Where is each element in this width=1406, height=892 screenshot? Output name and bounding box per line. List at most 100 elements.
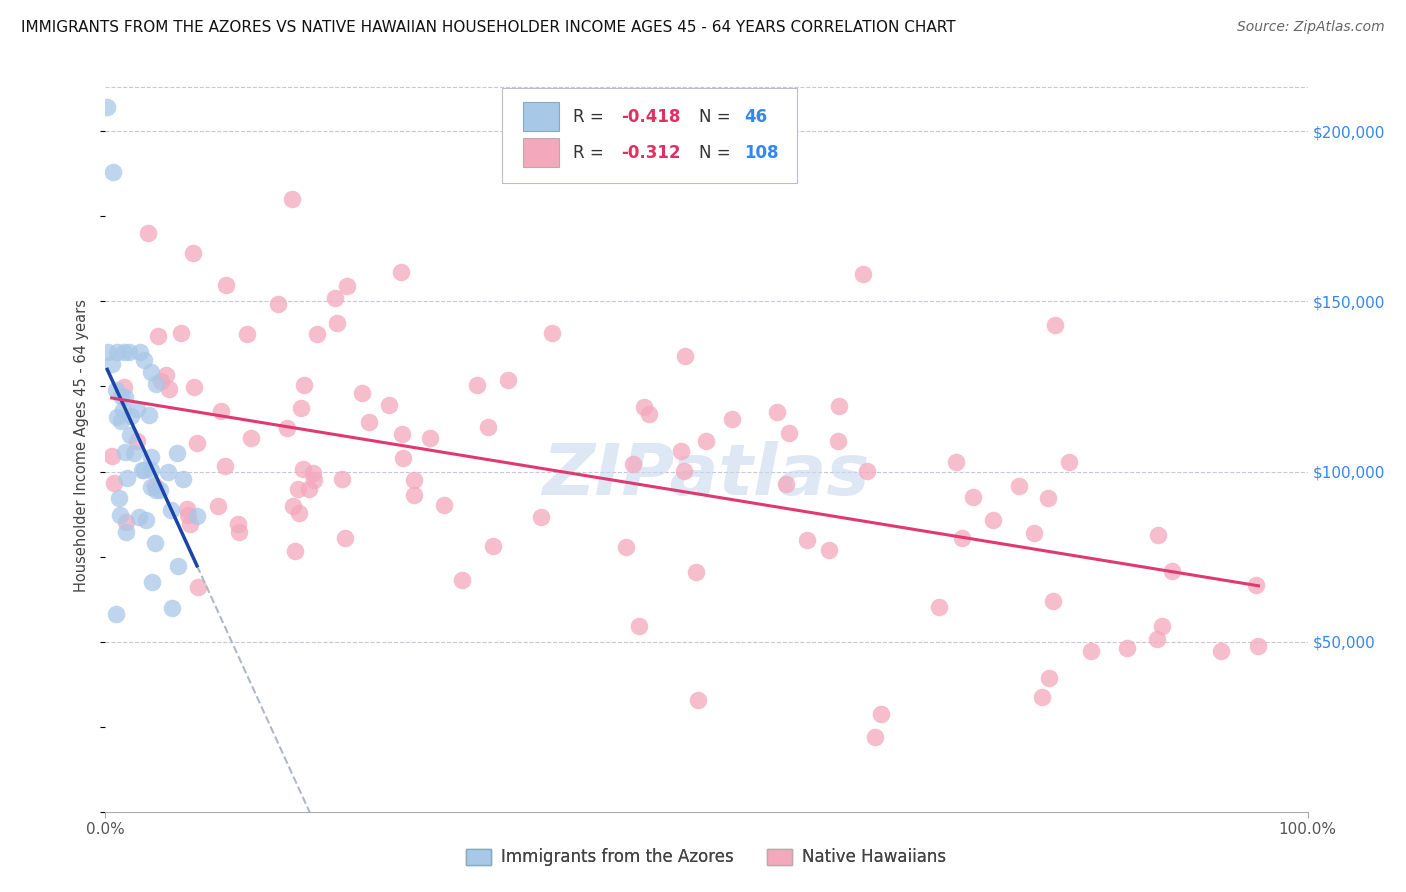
Point	[150, 374, 173, 388]
Point	[228, 524, 250, 539]
Point	[157, 382, 180, 396]
Point	[298, 483, 321, 497]
Point	[336, 278, 359, 293]
Point	[281, 192, 304, 206]
Point	[125, 402, 148, 417]
Point	[766, 405, 789, 419]
Point	[481, 539, 503, 553]
Point	[105, 607, 128, 622]
Point	[207, 499, 229, 513]
Point	[465, 377, 488, 392]
Text: ZIPatlas: ZIPatlas	[543, 441, 870, 509]
Text: N =: N =	[699, 108, 737, 126]
Point	[945, 454, 967, 468]
Point	[450, 574, 472, 588]
Point	[145, 376, 167, 391]
Text: Source: ZipAtlas.com: Source: ZipAtlas.com	[1237, 20, 1385, 34]
Point	[114, 390, 136, 404]
Point	[96, 101, 118, 115]
Y-axis label: Householder Income Ages 45 - 64 years: Householder Income Ages 45 - 64 years	[75, 300, 90, 592]
Point	[172, 472, 194, 486]
Point	[136, 227, 159, 241]
Point	[1161, 564, 1184, 578]
Point	[187, 580, 209, 594]
Point	[186, 436, 208, 450]
FancyBboxPatch shape	[502, 87, 797, 183]
Point	[1080, 644, 1102, 658]
Point	[685, 565, 707, 579]
Point	[1150, 619, 1173, 633]
Point	[981, 513, 1004, 527]
Point	[141, 575, 163, 590]
Point	[112, 345, 135, 359]
Point	[796, 533, 818, 547]
Text: R =: R =	[574, 144, 609, 161]
Point	[117, 471, 139, 485]
Point	[856, 464, 879, 478]
Point	[183, 380, 205, 394]
Point	[215, 277, 238, 292]
Point	[404, 473, 426, 487]
Point	[143, 479, 166, 493]
Point	[170, 326, 193, 340]
Point	[304, 473, 326, 487]
Text: -0.418: -0.418	[621, 108, 681, 126]
Point	[496, 373, 519, 387]
Point	[156, 465, 179, 479]
Point	[333, 531, 356, 545]
Point	[301, 466, 323, 480]
Point	[128, 509, 150, 524]
Text: IMMIGRANTS FROM THE AZORES VS NATIVE HAWAIIAN HOUSEHOLDER INCOME AGES 45 - 64 YE: IMMIGRANTS FROM THE AZORES VS NATIVE HAW…	[21, 20, 956, 35]
Point	[288, 506, 311, 520]
Point	[139, 480, 162, 494]
Point	[166, 446, 188, 460]
Point	[105, 383, 128, 397]
Point	[477, 420, 499, 434]
Point	[112, 380, 135, 394]
Point	[392, 450, 415, 465]
Point	[131, 463, 153, 477]
Point	[530, 509, 553, 524]
Point	[928, 599, 950, 614]
Point	[402, 488, 425, 502]
Point	[155, 368, 177, 382]
Point	[121, 409, 143, 424]
Point	[419, 431, 441, 445]
Point	[120, 428, 142, 442]
Point	[637, 407, 659, 421]
Point	[134, 353, 156, 368]
Text: 46: 46	[744, 108, 766, 126]
Point	[672, 464, 695, 478]
Point	[669, 444, 692, 458]
Legend: Immigrants from the Azores, Native Hawaiians: Immigrants from the Azores, Native Hawai…	[460, 841, 953, 873]
Point	[159, 503, 181, 517]
Point	[1211, 644, 1233, 658]
Point	[105, 410, 128, 425]
Point	[139, 365, 162, 379]
Bar	[523, 103, 558, 131]
Point	[330, 472, 353, 486]
Point	[775, 476, 797, 491]
Point	[101, 357, 124, 371]
Point	[167, 559, 190, 574]
Bar	[523, 138, 558, 168]
Point	[177, 508, 200, 522]
Point	[827, 434, 849, 448]
Point	[290, 401, 312, 416]
Point	[125, 434, 148, 448]
Point	[378, 398, 401, 412]
Point	[110, 414, 132, 428]
Point	[292, 462, 315, 476]
Point	[115, 516, 138, 530]
Point	[326, 316, 349, 330]
Point	[817, 542, 839, 557]
Point	[1146, 632, 1168, 646]
Point	[141, 450, 163, 465]
Point	[352, 385, 374, 400]
Point	[239, 431, 262, 445]
Point	[214, 459, 236, 474]
Point	[1038, 671, 1060, 685]
Point	[276, 421, 298, 435]
Point	[863, 730, 886, 744]
Point	[1247, 639, 1270, 653]
